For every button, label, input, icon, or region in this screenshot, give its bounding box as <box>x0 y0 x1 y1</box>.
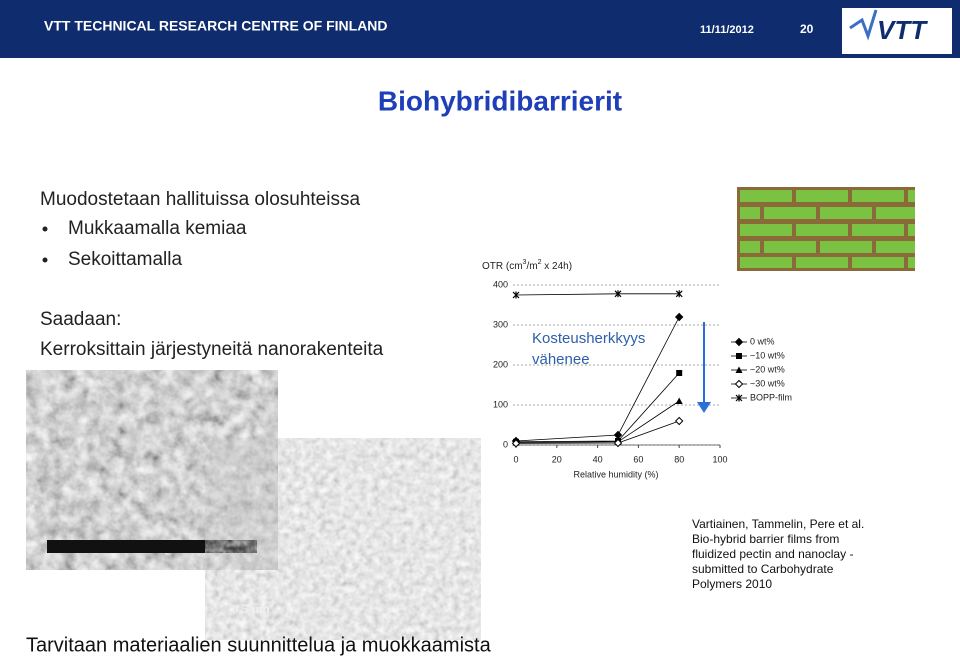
marker <box>674 312 684 322</box>
legend-marker <box>736 353 742 359</box>
bullet-dot <box>42 226 48 232</box>
logo-box <box>842 8 952 54</box>
footer: Tarvitaan materiaalien suunnittelua ja m… <box>26 634 492 656</box>
marker <box>674 416 684 426</box>
x-tick-label: 100 <box>712 454 727 464</box>
legend-label: BOPP-film <box>750 392 792 402</box>
y-axis-label-part: OTR (cm <box>482 261 523 272</box>
legend-label: ~20 wt% <box>750 364 785 374</box>
y-axis-label-part: x 24h) <box>541 261 572 272</box>
legend-label: ~10 wt% <box>750 350 785 360</box>
legend-marker <box>735 366 743 373</box>
result-label: Saadaan: <box>40 309 121 330</box>
brick-diagram <box>737 187 915 271</box>
marker <box>613 438 623 448</box>
marker <box>614 290 622 298</box>
bullet: Sekoittamalla <box>68 249 182 270</box>
legend-marker <box>734 379 744 389</box>
title: Biohybridibarrierit <box>378 85 622 116</box>
y-axis-label-part: 2 <box>538 259 542 266</box>
marker <box>676 370 683 376</box>
intro: Muodostetaan hallituissa olosuhteissa <box>40 189 360 210</box>
annotation: Kosteusherkkyys <box>532 330 645 347</box>
bullet: Mukkaamalla kemiaa <box>68 218 247 239</box>
y-tick-label: 100 <box>493 399 508 409</box>
page-number: 20 <box>800 22 814 36</box>
citation: Vartiainen, Tammelin, Pere et al.Bio-hyb… <box>692 517 864 591</box>
result: Kerroksittain järjestyneitä nanorakentei… <box>40 339 384 360</box>
x-tick-label: 0 <box>513 454 518 464</box>
y-tick-label: 400 <box>493 279 508 289</box>
marker <box>512 291 520 299</box>
micrograph-info-bar <box>47 540 257 553</box>
legend-marker <box>735 394 743 402</box>
citation-line: Bio-hybrid barrier films from <box>692 532 839 546</box>
x-tick-label: 40 <box>593 454 603 464</box>
y-axis-label-part: /m <box>526 261 537 272</box>
y-tick-label: 0 <box>503 439 508 449</box>
bullet-dot <box>42 257 48 263</box>
y-tick-label: 300 <box>493 319 508 329</box>
x-tick-label: 20 <box>552 454 562 464</box>
marker <box>675 290 683 298</box>
logo: VTT <box>877 15 928 45</box>
legend-marker <box>734 337 744 347</box>
x-tick-label: 60 <box>633 454 643 464</box>
marker <box>511 439 521 448</box>
x-axis-label: Relative humidity (%) <box>573 469 658 479</box>
legend-label: ~30 wt% <box>750 378 785 388</box>
legend-label: 0 wt% <box>750 336 775 346</box>
micrograph <box>47 387 257 553</box>
citation-line: submitted to Carbohydrate <box>692 562 834 576</box>
citation-line: Polymers 2010 <box>692 577 772 591</box>
citation-line: Vartiainen, Tammelin, Pere et al. <box>692 517 864 531</box>
y-axis-label-part: 3 <box>523 259 527 266</box>
logo-mark <box>849 9 878 41</box>
scale-bar-label: 0.5 µm <box>232 601 270 616</box>
chart: OTR (cm3/m2 x 24h) 0 100 200 300 400 0 20 40 60 80… <box>482 259 792 479</box>
y-tick-label: 200 <box>493 359 508 369</box>
annotation: vähenee <box>532 351 590 368</box>
org-name: VTT TECHNICAL RESEARCH CENTRE OF FINLAND <box>44 18 388 34</box>
micrograph <box>228 455 458 623</box>
y-axis-label: OTR (cm3/m2 x 24h) <box>482 259 572 271</box>
header-bar <box>0 0 960 58</box>
marker <box>675 397 683 404</box>
x-tick-label: 80 <box>674 454 684 464</box>
date: 11/11/2012 <box>700 24 754 36</box>
citation-line: fluidized pectin and nanoclay - <box>692 547 853 561</box>
arrow-head <box>697 402 711 413</box>
